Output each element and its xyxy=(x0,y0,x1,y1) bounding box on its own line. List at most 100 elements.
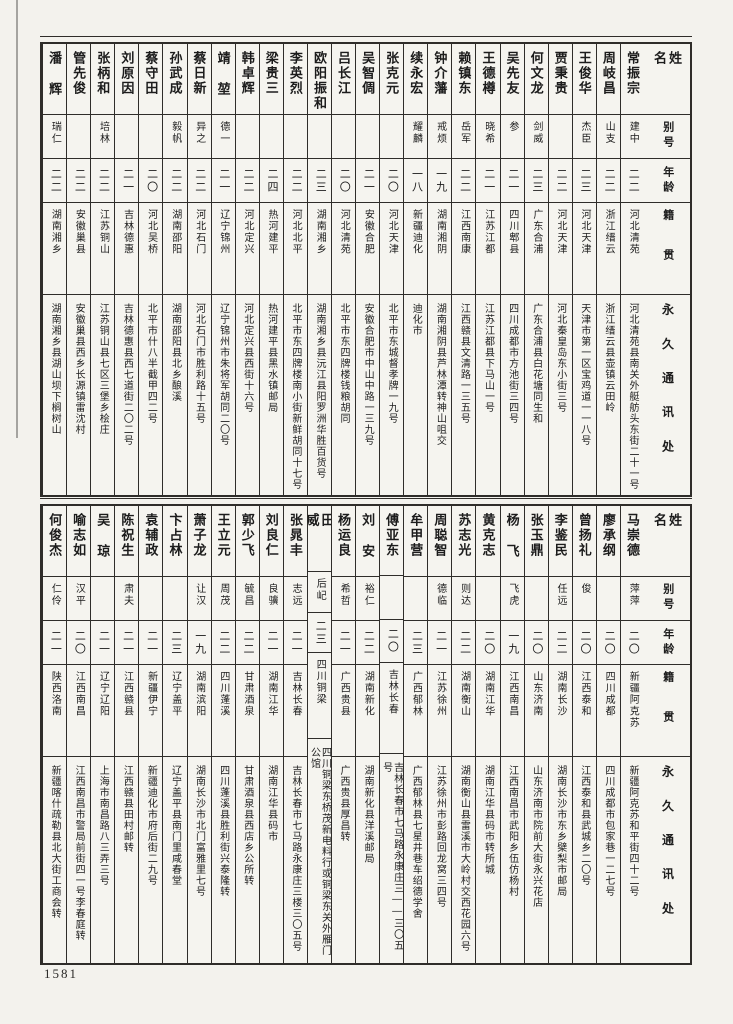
entry-age: 二一 xyxy=(283,620,307,664)
entry-name: 靖堃 xyxy=(212,44,235,114)
entry-native-place-text: 江西南昌 xyxy=(506,671,518,717)
entry-alias: 瑞仁 xyxy=(43,114,67,158)
directory-column: 刘良仁 良骥 二一 湖南江华 湖南江华县码市 xyxy=(258,506,283,963)
entry-alias: 杰臣 xyxy=(572,114,596,158)
entry-native-place: 吉林长春 xyxy=(283,664,307,756)
entry-native-place: 湖南湘乡 xyxy=(43,202,67,294)
entry-age-text: 二二 xyxy=(73,167,86,194)
entry-native-place-text: 河北天津 xyxy=(554,209,566,255)
entry-name-text: 喻志如 xyxy=(71,513,87,558)
entry-alias: 汉平 xyxy=(67,576,91,620)
entry-native-place: 河北定兴 xyxy=(235,202,259,294)
entry-native-place: 湖南湘乡 xyxy=(307,202,331,294)
entry-native-place: 湖南滨阳 xyxy=(187,664,211,756)
entry-address-text: 北平市东城督孝牌一九号 xyxy=(386,303,398,424)
entry-name-text: 李英烈 xyxy=(287,51,303,96)
header-name-text: 姓名 xyxy=(652,513,682,546)
entry-address-text: 四川蓬溪县胜利街兴泰隆转 xyxy=(217,765,229,897)
entry-age: 二二 xyxy=(356,620,380,664)
header-age: 年龄 xyxy=(644,620,690,664)
entry-native-place-text: 河北天津 xyxy=(386,209,398,255)
entry-address: 吉林长春市七马路永康庄三楼三〇五号 xyxy=(283,756,307,963)
directory-column: 张晁丰 志远 二一 吉林长春 吉林长春市七马路永康庄三楼三〇五号 xyxy=(282,506,307,963)
entry-age: 二二 xyxy=(548,620,572,664)
entry-age: 二〇 xyxy=(524,620,548,664)
entry-name-text: 郭少飞 xyxy=(239,513,255,558)
entry-address: 吉林长春市七马路永康庄三——三〇五号 xyxy=(380,752,404,963)
directory-column: 傅亚东 二〇 吉林长春 吉林长春市七马路永康庄三——三〇五号 xyxy=(379,506,404,963)
entry-name: 廖承纲 xyxy=(597,506,620,576)
directory-column: 赖镇东 岳军 二二 江西南康 江西赣县文清路一三五号 xyxy=(451,44,476,495)
entry-age-text: 二一 xyxy=(338,629,351,656)
directory-column: 王立元 周茂 二二 四川蓬溪 四川蓬溪县胜利街兴泰隆转 xyxy=(210,506,235,963)
directory-column: 管先俊 二二 安徽巢县 安徽巢县西乡长源镇雷沈村 xyxy=(66,44,91,495)
entry-age-text: 二一 xyxy=(121,629,134,656)
entry-native-place-text: 江西泰和 xyxy=(579,671,591,717)
entry-address-text: 新疆迪化市府后街二九号 xyxy=(145,765,157,886)
entry-alias xyxy=(524,576,548,620)
entry-native-place: 安徽合肥 xyxy=(356,202,380,294)
entry-age-text: 二〇 xyxy=(338,167,351,194)
entry-age: 二三 xyxy=(307,611,331,653)
entry-native-place-text: 甘肃酒泉 xyxy=(241,671,253,717)
entry-native-place: 四川成都 xyxy=(596,664,620,756)
entry-age: 二二 xyxy=(283,158,307,202)
entry-name: 刘安 xyxy=(356,506,379,576)
entry-name-text: 刘良仁 xyxy=(263,513,279,558)
entry-alias-text: 戒烦 xyxy=(434,121,446,145)
directory-column: 王俊华 杰臣 二三 河北天津 天津市第一区宝鸡道一一八号 xyxy=(571,44,596,495)
entry-alias: 毅帆 xyxy=(163,114,187,158)
entry-name-text: 王立元 xyxy=(215,513,231,558)
entry-native-place-text: 辽宁锦州 xyxy=(217,209,229,255)
entry-native-place-text: 湖南湘乡 xyxy=(314,209,326,255)
entry-name: 周岐昌 xyxy=(597,44,620,114)
entry-age: 二〇 xyxy=(596,620,620,664)
entry-alias: 任远 xyxy=(548,576,572,620)
entry-name-text: 田威 xyxy=(307,513,331,545)
entry-name: 欧阳振和 xyxy=(308,44,331,114)
entry-native-place: 江西赣县 xyxy=(115,664,139,756)
entry-address: 四川铜梁东桥茂新电料行或铜梁东关外雁门公馆 xyxy=(307,737,331,963)
entry-alias xyxy=(259,114,283,158)
entry-address-text: 吉林长春市七马路永康庄三楼三〇五号 xyxy=(289,765,301,952)
entry-address: 迪化市 xyxy=(404,294,428,495)
directory-column: 牟甲营 二三 广西郁林 广西郁林县七星井巷车绍德学舍 xyxy=(403,506,428,963)
entry-alias-text: 肃夫 xyxy=(121,583,133,607)
entry-age-text: 二二 xyxy=(554,629,567,656)
entry-alias xyxy=(476,576,500,620)
entry-age: 二二 xyxy=(452,158,476,202)
entry-native-place-text: 四川蓬溪 xyxy=(217,671,229,717)
entry-address: 江苏徐州市彭路回龙窝三四号 xyxy=(428,756,452,963)
entry-alias-text: 则达 xyxy=(458,583,470,607)
entry-age-text: 二三 xyxy=(530,167,543,194)
directory-column: 郭少飞 毓昌 二二 甘肃酒泉 甘肃酒泉县西店乡公所转 xyxy=(234,506,259,963)
entry-age-text: 二〇 xyxy=(73,629,86,656)
directory-column: 王德樽 晓希 二一 江苏江都 江苏江都县下马山一号 xyxy=(475,44,500,495)
entry-alias xyxy=(380,114,404,158)
entry-alias-text: 后屺 xyxy=(314,577,326,602)
entry-name: 卞占林 xyxy=(163,506,186,576)
header-address-text: 永久通讯处 xyxy=(660,765,675,936)
entry-address: 热河建平县黑水镇邮局 xyxy=(259,294,283,495)
entry-alias xyxy=(356,114,380,158)
entry-age: 二一 xyxy=(211,158,235,202)
entry-age-text: 二〇 xyxy=(530,629,543,656)
entry-age-text: 二〇 xyxy=(627,629,640,656)
entry-address: 河北石门市胜利路十五号 xyxy=(187,294,211,495)
entry-alias-text: 让汉 xyxy=(193,583,205,607)
directory-column: 苏志光 则达 二二 湖南衡山 湖南衡山县雷溪市大岭村交西花园六号 xyxy=(451,506,476,963)
entry-alias-text: 山支 xyxy=(603,121,615,145)
entry-age-text: 二三 xyxy=(169,629,182,656)
entry-age: 二二 xyxy=(163,158,187,202)
header-native-place-text: 籍贯 xyxy=(661,209,674,289)
entry-name: 杨飞 xyxy=(501,506,524,576)
entry-name-text: 苏志光 xyxy=(456,513,472,558)
entry-native-place: 江苏铜山 xyxy=(91,202,115,294)
entry-name: 吴智倜 xyxy=(356,44,379,114)
entry-age-text: 二一 xyxy=(49,629,62,656)
entry-name: 张克元 xyxy=(380,44,403,114)
entry-address-text: 湖南衡山县雷溪市大岭村交西花园六号 xyxy=(458,765,470,952)
entry-native-place: 河北清苑 xyxy=(620,202,644,294)
entry-native-place-text: 吉林长春 xyxy=(290,671,302,717)
entry-address: 湖南江华县码市 xyxy=(259,756,283,963)
